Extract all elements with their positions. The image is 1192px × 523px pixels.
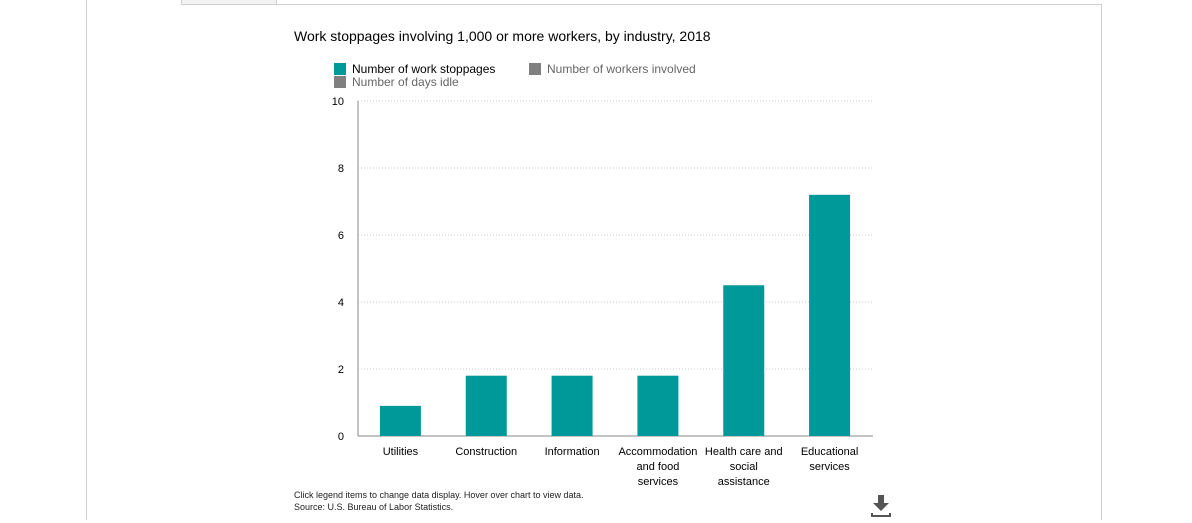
download-button[interactable] xyxy=(870,494,892,518)
y-tick-label: 0 xyxy=(338,431,344,443)
x-tick-label-line: Educational xyxy=(801,446,859,458)
panel-border-top xyxy=(181,4,1102,5)
bar[interactable] xyxy=(637,375,679,436)
y-tick-label: 2 xyxy=(338,364,344,376)
x-tick-label-line: Information xyxy=(545,446,600,458)
legend-item-work-stoppages[interactable]: Number of work stoppages xyxy=(334,62,495,76)
chart-title: Work stoppages involving 1,000 or more w… xyxy=(294,28,711,44)
panel-tab[interactable] xyxy=(181,0,277,5)
x-tick-label-line: Health care and xyxy=(705,446,783,458)
y-tick-label: 4 xyxy=(338,297,344,309)
bar[interactable] xyxy=(379,405,421,436)
x-tick-label-line: services xyxy=(809,461,850,473)
legend-swatch xyxy=(334,63,346,75)
bar[interactable] xyxy=(465,375,507,436)
legend-item-days-idle[interactable]: Number of days idle xyxy=(334,75,459,89)
download-icon xyxy=(871,495,891,517)
legend-label: Number of work stoppages xyxy=(352,62,496,76)
page-border-left xyxy=(86,0,87,520)
chart-source: Source: U.S. Bureau of Labor Statistics. xyxy=(294,502,454,512)
y-tick-label: 10 xyxy=(332,96,344,108)
x-tick-label-line: Construction xyxy=(455,446,517,458)
y-tick-label: 8 xyxy=(338,163,344,175)
x-tick-label: Accommodation and food services xyxy=(618,446,697,488)
x-tick-label: Educational services xyxy=(801,446,859,473)
chart-instructions: Click legend items to change data displa… xyxy=(294,490,584,500)
bar[interactable] xyxy=(809,194,851,436)
x-tick-label: Construction xyxy=(455,446,517,458)
x-tick-label-line: social xyxy=(730,461,758,473)
x-tick-label: Utilities xyxy=(383,446,419,458)
panel-border-right xyxy=(1101,5,1102,520)
legend-label: Number of days idle xyxy=(352,75,459,89)
x-tick-label-line: services xyxy=(638,476,679,488)
x-tick-label: Health care and social assistance xyxy=(705,446,783,488)
bar[interactable] xyxy=(551,375,593,436)
x-tick-label-line: assistance xyxy=(718,476,770,488)
x-tick-label-line: and food xyxy=(637,461,680,473)
legend-item-workers-involved[interactable]: Number of workers involved xyxy=(529,62,696,76)
x-tick-label: Information xyxy=(545,446,600,458)
x-tick-label-line: Accommodation xyxy=(618,446,697,458)
legend-label: Number of workers involved xyxy=(547,62,696,76)
y-tick-label: 6 xyxy=(338,230,344,242)
legend-swatch xyxy=(334,76,346,88)
x-tick-label-line: Utilities xyxy=(383,446,419,458)
legend-swatch xyxy=(529,63,541,75)
bar[interactable] xyxy=(723,285,765,436)
